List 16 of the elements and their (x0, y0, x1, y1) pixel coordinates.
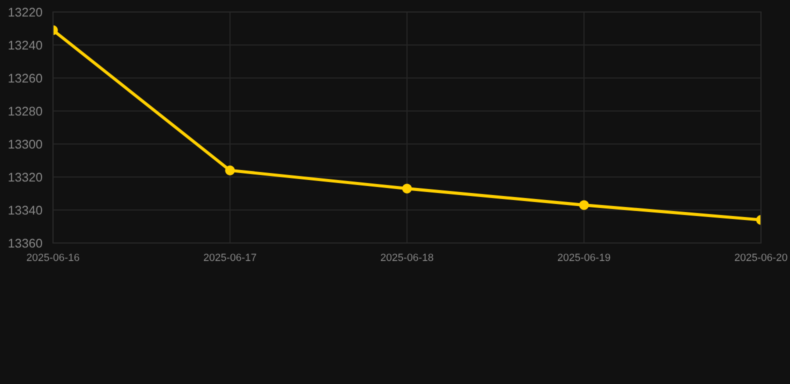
x-tick-label: 2025-06-17 (204, 254, 256, 262)
x-tick-label: 2025-06-16 (26, 254, 80, 262)
y-tick-label: 13280 (8, 106, 42, 116)
y-tick-label: 13220 (8, 8, 42, 17)
y-tick-label: 13260 (8, 74, 42, 83)
point (402, 184, 412, 194)
y-tick-label: 13240 (8, 40, 42, 50)
point (225, 166, 235, 176)
x-tick-label: 2025-06-20 (734, 254, 788, 262)
y-tick-label: 13360 (8, 238, 42, 248)
point (579, 200, 589, 210)
x-tick-label: 2025-06-19 (558, 254, 610, 262)
y-tick-label: 13320 (8, 172, 42, 182)
x-tick-label: 2025-06-18 (380, 254, 434, 262)
y-tick-label: 13340 (8, 206, 42, 215)
y-tick-label: 13300 (8, 140, 42, 149)
